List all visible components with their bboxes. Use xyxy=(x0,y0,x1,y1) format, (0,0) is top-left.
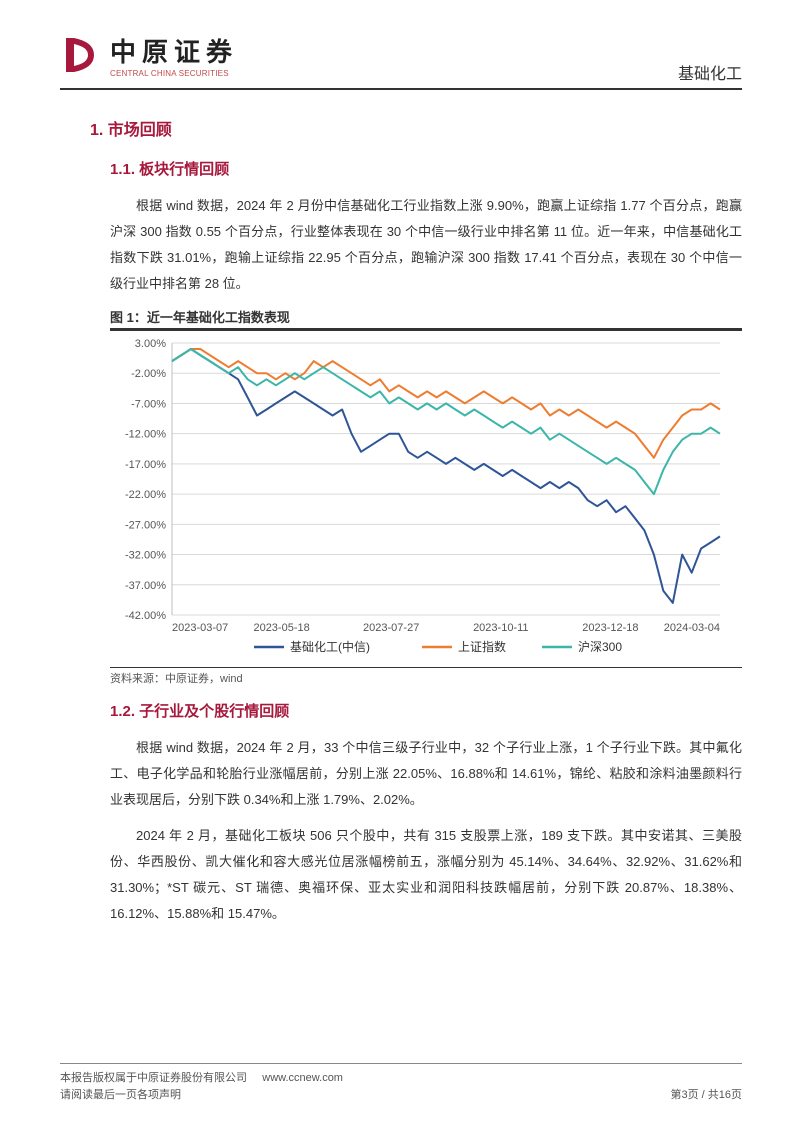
paragraph-1: 根据 wind 数据，2024 年 2 月份中信基础化工行业指数上涨 9.90%… xyxy=(110,193,742,297)
svg-text:2023-12-18: 2023-12-18 xyxy=(582,622,638,634)
figure-1-source: 资料来源：中原证券，wind xyxy=(110,670,742,686)
paragraph-2: 根据 wind 数据，2024 年 2 月，33 个中信三级子行业中，32 个子… xyxy=(110,735,742,813)
figure-1-bottom-rule xyxy=(110,667,742,668)
brand-logo-mark xyxy=(60,34,102,76)
brand-name-cn: 中原证券 xyxy=(110,32,238,69)
figure-1-chart: 3.00% -2.00% -7.00% -12.00% -17.00% -22.00% -2… xyxy=(110,335,742,665)
svg-text:-32.00%: -32.00% xyxy=(125,549,166,561)
figure-1-top-rule xyxy=(110,328,742,331)
svg-text:基础化工(中信): 基础化工(中信) xyxy=(290,639,370,654)
svg-text:上证指数: 上证指数 xyxy=(458,639,506,654)
svg-text:-17.00%: -17.00% xyxy=(125,458,166,470)
footer-row-2: 请阅读最后一页各项声明 第3页 / 共16页 xyxy=(60,1087,742,1105)
section-1-title: 1. 市场回顾 xyxy=(90,116,742,140)
svg-text:-2.00%: -2.00% xyxy=(131,368,166,380)
svg-text:2023-05-18: 2023-05-18 xyxy=(253,622,309,634)
svg-text:2024-03-04: 2024-03-04 xyxy=(664,622,720,634)
header-rule xyxy=(60,88,742,90)
svg-text:3.00%: 3.00% xyxy=(135,338,166,350)
footer-row-1: 本报告版权属于中原证券股份有限公司 www.ccnew.com xyxy=(60,1070,742,1088)
page-footer: 本报告版权属于中原证券股份有限公司 www.ccnew.com 请阅读最后一页各… xyxy=(60,1063,742,1105)
section-1-2-title: 1.2. 子行业及个股行情回顾 xyxy=(110,700,742,721)
svg-text:2023-03-07: 2023-03-07 xyxy=(172,622,228,634)
section-1-1-title: 1.1. 板块行情回顾 xyxy=(110,158,742,179)
figure-1-title: 图 1：近一年基础化工指数表现 xyxy=(110,307,742,326)
footer-url: www.ccnew.com xyxy=(262,1072,343,1084)
svg-text:沪深300: 沪深300 xyxy=(578,640,622,654)
svg-text:-42.00%: -42.00% xyxy=(125,610,166,622)
svg-text:-7.00%: -7.00% xyxy=(131,398,166,410)
line-chart-svg: 3.00% -2.00% -7.00% -12.00% -17.00% -22.00% -2… xyxy=(110,335,730,665)
footer-copyright-text: 本报告版权属于中原证券股份有限公司 xyxy=(60,1072,247,1084)
main-content: 1. 市场回顾 1.1. 板块行情回顾 根据 wind 数据，2024 年 2 … xyxy=(90,108,742,937)
svg-text:-22.00%: -22.00% xyxy=(125,489,166,501)
footer-rule xyxy=(60,1063,742,1064)
header-category: 基础化工 xyxy=(678,60,742,84)
brand-name-en: CENTRAL CHINA SECURITIES xyxy=(110,69,238,78)
paragraph-3: 2024 年 2 月，基础化工板块 506 只个股中，共有 315 支股票上涨，… xyxy=(110,823,742,927)
svg-text:2023-10-11: 2023-10-11 xyxy=(473,622,528,634)
footer-page-number: 第3页 / 共16页 xyxy=(670,1087,742,1105)
svg-text:2023-07-27: 2023-07-27 xyxy=(363,622,419,634)
svg-text:-12.00%: -12.00% xyxy=(125,428,166,440)
svg-text:-27.00%: -27.00% xyxy=(125,519,166,531)
brand-text-block: 中原证券 CENTRAL CHINA SECURITIES xyxy=(110,32,238,78)
footer-copyright: 本报告版权属于中原证券股份有限公司 www.ccnew.com xyxy=(60,1070,343,1088)
svg-text:-37.00%: -37.00% xyxy=(125,579,166,591)
brand-logo-block: 中原证券 CENTRAL CHINA SECURITIES xyxy=(60,32,238,78)
footer-disclaimer: 请阅读最后一页各项声明 xyxy=(60,1087,181,1105)
